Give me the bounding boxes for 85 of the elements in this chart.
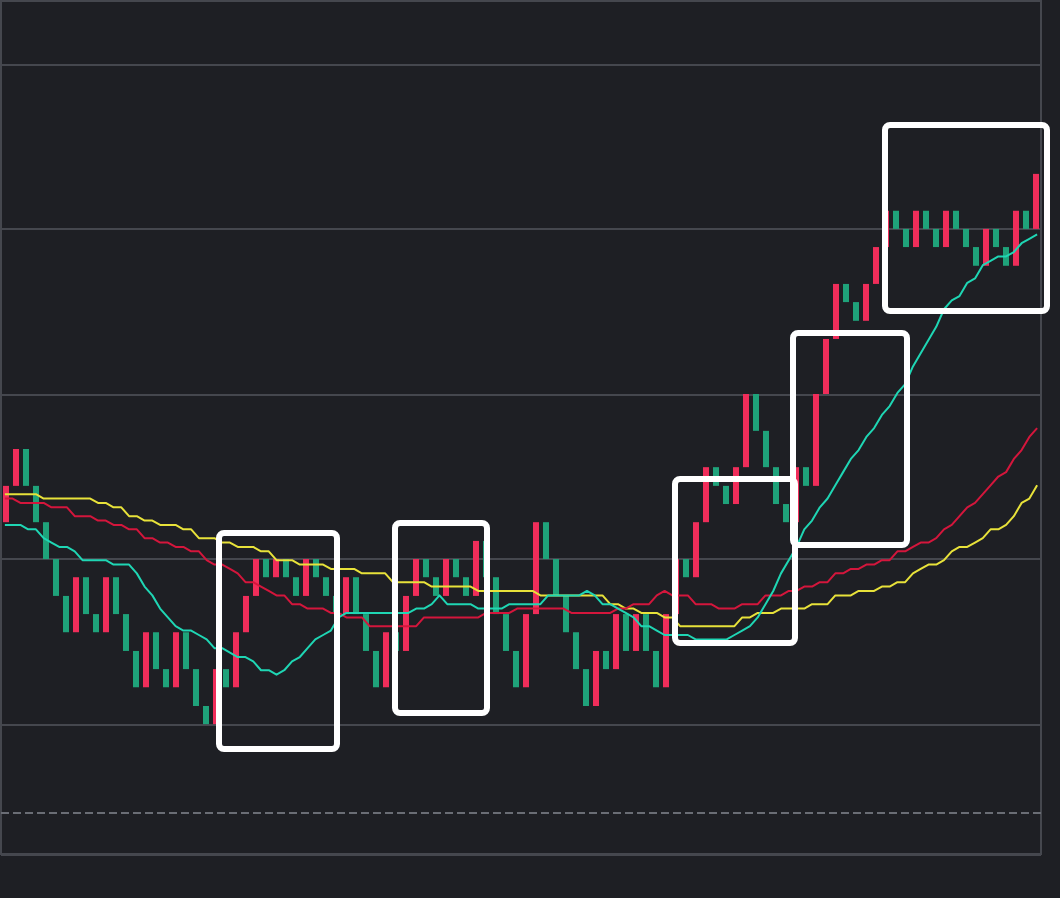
candlestick [963, 228, 969, 248]
candlestick [93, 614, 99, 633]
candlestick [363, 614, 369, 651]
candlestick [563, 595, 569, 633]
candlestick [813, 393, 819, 486]
candlestick [453, 559, 459, 578]
candlestick [823, 338, 829, 394]
candlestick [133, 650, 139, 688]
candlestick [423, 559, 429, 578]
candlestick [863, 283, 869, 321]
candlestick [153, 632, 159, 670]
candlestick [983, 228, 989, 266]
candlestick [623, 614, 629, 651]
candlestick [583, 669, 589, 706]
candlestick [973, 247, 979, 266]
candlestick [513, 650, 519, 688]
candlestick [753, 393, 759, 431]
candlestick [193, 669, 199, 706]
candlestick [53, 559, 59, 596]
candlestick [693, 522, 699, 578]
candlestick [663, 614, 669, 688]
candlestick [383, 632, 389, 688]
candlestick [233, 632, 239, 688]
candlestick [253, 559, 259, 596]
candlestick [573, 632, 579, 670]
candlestick [603, 650, 609, 670]
candlestick [303, 559, 309, 596]
candlestick [633, 614, 639, 651]
candlestick [403, 595, 409, 651]
candlestick [743, 393, 749, 468]
candlestick [723, 485, 729, 505]
candlestick [643, 614, 649, 651]
candlestick [1013, 210, 1019, 266]
candlestick [293, 577, 299, 596]
candlestick [543, 522, 549, 560]
candlestick [443, 559, 449, 596]
candlestick [953, 210, 959, 229]
candlestick [223, 669, 229, 688]
candlestick [923, 210, 929, 229]
candlestick [903, 228, 909, 248]
candlestick [653, 650, 659, 688]
candlestick [803, 467, 809, 486]
candlestick [913, 210, 919, 248]
candlestick [243, 595, 249, 633]
candlestick [853, 302, 859, 321]
candlestick [993, 228, 999, 248]
candlestick [263, 559, 269, 578]
candlestick [873, 247, 879, 284]
candlestick [273, 559, 279, 578]
candlestick [763, 430, 769, 468]
candlestick [523, 614, 529, 688]
candlestick [373, 650, 379, 688]
candlestick [73, 577, 79, 633]
candlestick [173, 632, 179, 688]
candlestick [1023, 210, 1029, 229]
candlestick [783, 504, 789, 523]
candlestick [113, 577, 119, 615]
candlestick [3, 485, 9, 523]
candlestick [343, 577, 349, 615]
candlestick [323, 577, 329, 596]
candlestick [13, 449, 19, 486]
candlestick [23, 449, 29, 486]
candlestick [143, 632, 149, 688]
candlestick [473, 540, 479, 596]
candlestick [203, 705, 209, 725]
candlestick [353, 577, 359, 615]
candlestick [683, 559, 689, 578]
candlestick [933, 228, 939, 248]
candlestick [123, 614, 129, 651]
candlestick [83, 577, 89, 615]
candlestick [43, 522, 49, 560]
candlestick [413, 559, 419, 596]
candlestick [893, 210, 899, 229]
candlestick [943, 210, 949, 248]
candlestick [843, 283, 849, 303]
candlestick [593, 650, 599, 706]
candlestick [553, 559, 559, 596]
candlestick [503, 614, 509, 651]
candlestick [533, 522, 539, 615]
candlestick [103, 577, 109, 633]
candlestick [183, 632, 189, 670]
candlestick [613, 614, 619, 670]
candlestick [1033, 173, 1039, 229]
candlestick [163, 669, 169, 688]
candlestick [63, 595, 69, 633]
